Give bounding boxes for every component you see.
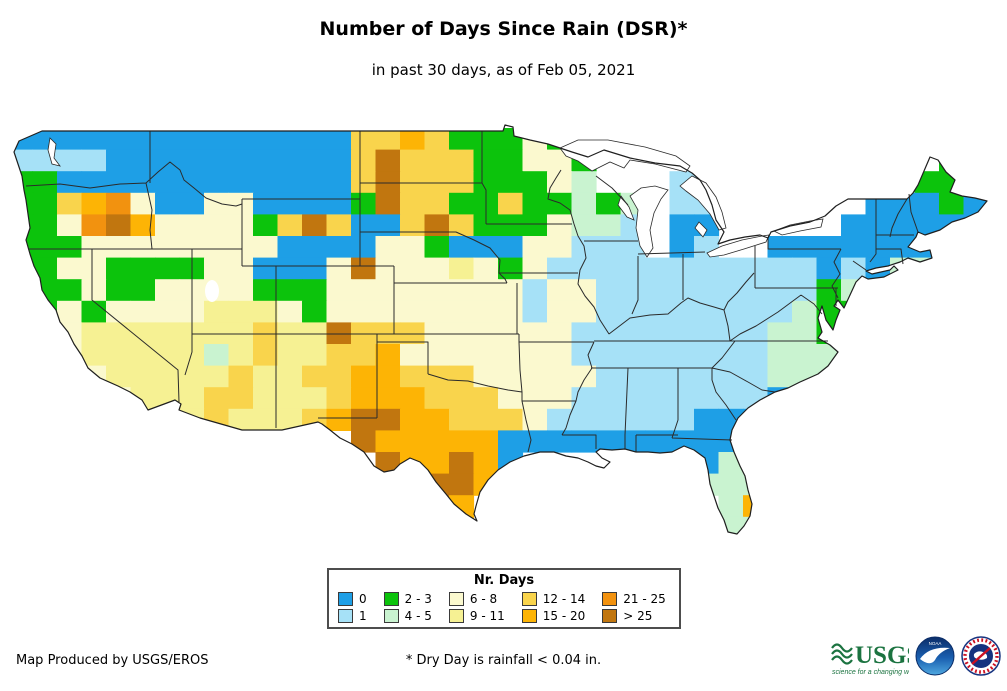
legend-item: 0 — [338, 591, 367, 606]
lake-ontario — [773, 218, 824, 236]
legend-item: > 25 — [602, 608, 666, 623]
legend-item: 1 — [338, 608, 367, 623]
legend-label: 1 — [359, 608, 367, 623]
legend-label: 9 - 11 — [469, 608, 505, 623]
usgs-logo-tagline: science for a changing world — [832, 669, 909, 676]
dry-day-note: * Dry Day is rainfall < 0.04 in. — [405, 653, 602, 668]
great-salt-lake — [205, 280, 219, 302]
page-subtitle: in past 30 days, as of Feb 05, 2021 — [371, 61, 636, 79]
legend-swatch — [521, 608, 537, 623]
legend-label: 12 - 14 — [542, 591, 586, 606]
legend-item: 21 - 25 — [602, 591, 666, 606]
legend-label: 0 — [359, 591, 367, 606]
legend: Nr. Days 0 1 2 - 3 4 - 5 6 - 8 9 - 11 12 - 14 1… — [327, 568, 681, 629]
saginaw-bay — [694, 221, 708, 238]
puget-sound — [47, 137, 61, 167]
map-credit: Map Produced by USGS/EROS — [16, 653, 209, 668]
legend-swatch — [448, 591, 464, 606]
lake-michigan — [629, 185, 669, 258]
legend-item: 15 - 20 — [521, 608, 586, 623]
legend-title: Nr. Days — [473, 573, 535, 588]
legend-label: 21 - 25 — [623, 591, 666, 606]
svg-text:NOAA: NOAA — [929, 641, 942, 646]
legend-item: 6 - 8 — [448, 591, 505, 606]
legend-label: 15 - 20 — [542, 608, 586, 623]
agency-logos: USGS science for a changing world NOAA — [829, 635, 1001, 677]
map-fill-layer — [14, 128, 987, 534]
page-title: Number of Days Since Rain (DSR)* — [319, 18, 688, 40]
noaa-seagull-icon — [920, 647, 950, 664]
legend-label: 2 - 3 — [404, 591, 432, 606]
legend-swatch — [338, 591, 353, 606]
legend-item: 9 - 11 — [448, 608, 505, 623]
nws-logo — [961, 636, 1001, 676]
state-borders — [25, 131, 919, 453]
legend-swatch — [383, 591, 399, 606]
legend-item: 4 - 5 — [383, 608, 432, 623]
noaa-logo: NOAA — [915, 636, 955, 676]
legend-swatch — [448, 608, 464, 623]
legend-swatch — [383, 608, 399, 623]
nws-arrow-icon — [971, 647, 991, 665]
conus-outline — [13, 124, 988, 535]
legend-swatch — [338, 608, 353, 623]
legend-item: 12 - 14 — [521, 591, 586, 606]
legend-swatch — [602, 591, 618, 606]
legend-label: 6 - 8 — [469, 591, 498, 606]
legend-swatch — [521, 591, 537, 606]
legend-items: 0 1 2 - 3 4 - 5 6 - 8 9 - 11 12 - 14 15 - 20 21 … — [329, 588, 679, 623]
usgs-logo-text: USGS — [855, 642, 909, 669]
usgs-logo: USGS science for a changing world — [831, 642, 909, 676]
legend-swatch — [602, 608, 618, 623]
legend-label: > 25 — [623, 608, 653, 623]
legend-item: 2 - 3 — [383, 591, 432, 606]
legend-label: 4 - 5 — [404, 608, 432, 623]
